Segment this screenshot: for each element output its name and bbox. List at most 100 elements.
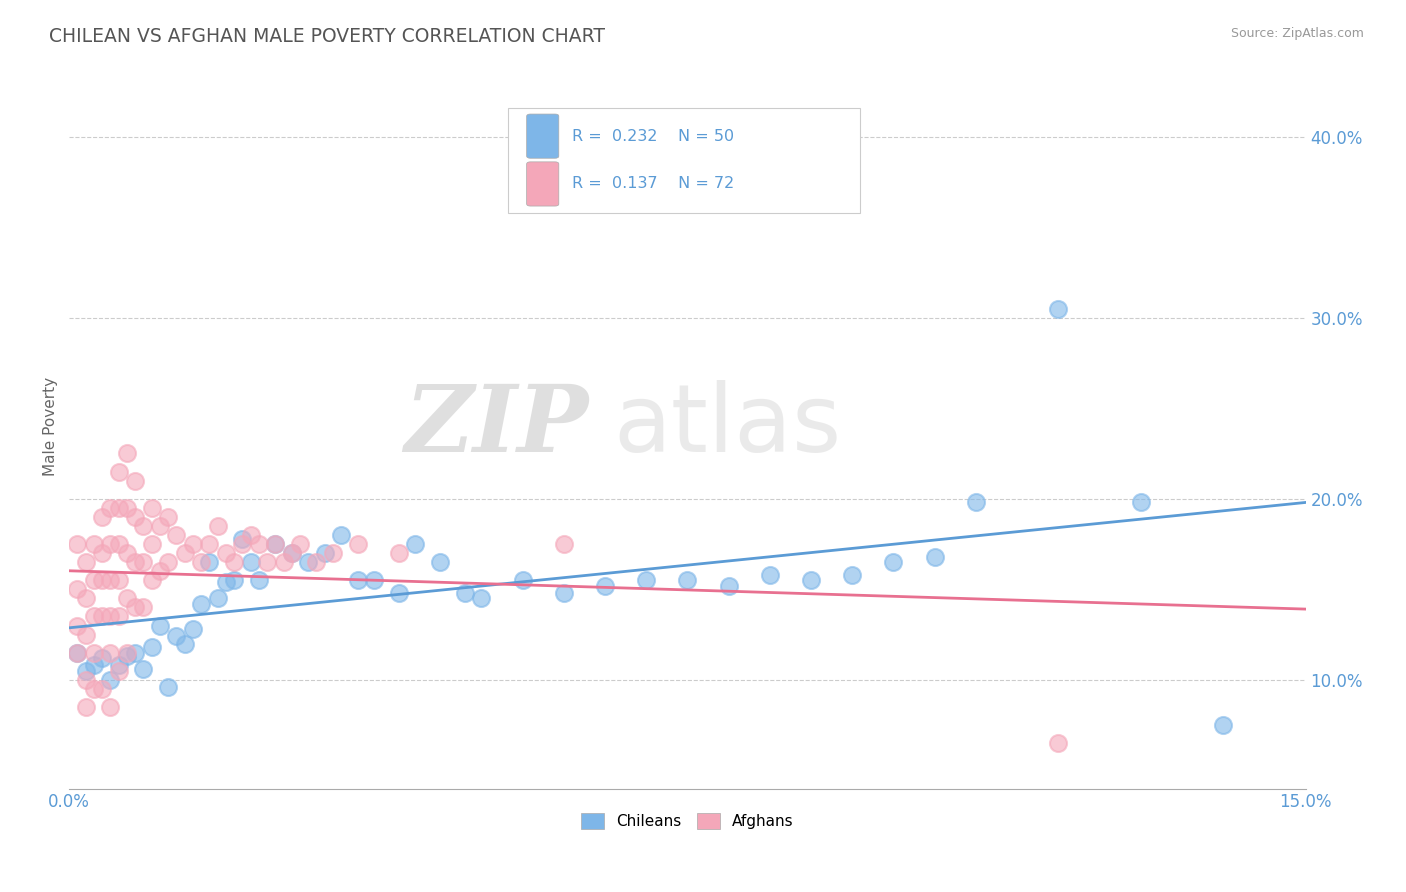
- Point: [100, 673, 122, 687]
- Point: [190, 555, 212, 569]
- Point: [100, 609, 122, 624]
- Point: [222, 555, 245, 569]
- Point: [124, 474, 146, 488]
- Point: [124, 509, 146, 524]
- Point: [91, 546, 114, 560]
- Point: [207, 591, 229, 606]
- FancyBboxPatch shape: [527, 114, 558, 158]
- Point: [91, 681, 114, 696]
- Point: [198, 537, 221, 551]
- Point: [198, 555, 221, 569]
- Point: [800, 573, 823, 587]
- Legend: Chileans, Afghans: Chileans, Afghans: [575, 807, 800, 835]
- Point: [231, 532, 253, 546]
- Point: [149, 564, 172, 578]
- Point: [181, 537, 204, 551]
- Point: [91, 573, 114, 587]
- Point: [141, 537, 163, 551]
- Point: [264, 537, 287, 551]
- Point: [75, 591, 97, 606]
- Point: [107, 500, 129, 515]
- Point: [100, 646, 122, 660]
- Point: [115, 546, 138, 560]
- Point: [215, 575, 238, 590]
- Point: [83, 573, 105, 587]
- Point: [157, 509, 180, 524]
- Point: [231, 537, 253, 551]
- Point: [141, 640, 163, 655]
- Point: [841, 567, 863, 582]
- Point: [115, 646, 138, 660]
- Point: [75, 673, 97, 687]
- Point: [124, 555, 146, 569]
- Point: [75, 664, 97, 678]
- Point: [281, 546, 304, 560]
- Point: [100, 537, 122, 551]
- FancyBboxPatch shape: [508, 108, 860, 212]
- Point: [75, 700, 97, 714]
- Point: [322, 546, 344, 560]
- Point: [132, 555, 155, 569]
- Point: [247, 573, 270, 587]
- Point: [429, 555, 451, 569]
- Point: [222, 573, 245, 587]
- Point: [91, 651, 114, 665]
- Point: [157, 680, 180, 694]
- Point: [346, 573, 368, 587]
- Point: [239, 555, 262, 569]
- Point: [132, 600, 155, 615]
- Point: [66, 582, 89, 597]
- Point: [239, 528, 262, 542]
- Point: [388, 586, 411, 600]
- Point: [305, 555, 328, 569]
- Point: [388, 546, 411, 560]
- Point: [83, 681, 105, 696]
- Point: [1047, 736, 1070, 750]
- Point: [1129, 495, 1152, 509]
- Text: Source: ZipAtlas.com: Source: ZipAtlas.com: [1230, 27, 1364, 40]
- Point: [759, 567, 782, 582]
- Point: [247, 537, 270, 551]
- Point: [273, 555, 295, 569]
- Point: [454, 586, 477, 600]
- Point: [83, 537, 105, 551]
- Text: R =  0.232    N = 50: R = 0.232 N = 50: [572, 128, 734, 144]
- Point: [141, 500, 163, 515]
- Point: [107, 609, 129, 624]
- Point: [173, 546, 195, 560]
- Point: [553, 537, 575, 551]
- Point: [330, 528, 353, 542]
- Point: [256, 555, 278, 569]
- Point: [512, 573, 534, 587]
- Point: [132, 662, 155, 676]
- Point: [173, 637, 195, 651]
- Point: [181, 622, 204, 636]
- Point: [636, 573, 658, 587]
- Point: [75, 555, 97, 569]
- Point: [149, 519, 172, 533]
- Y-axis label: Male Poverty: Male Poverty: [44, 376, 58, 475]
- Point: [124, 646, 146, 660]
- Point: [66, 618, 89, 632]
- Point: [297, 555, 319, 569]
- Point: [346, 537, 368, 551]
- FancyBboxPatch shape: [527, 161, 558, 206]
- Point: [66, 646, 89, 660]
- Point: [404, 537, 426, 551]
- Text: CHILEAN VS AFGHAN MALE POVERTY CORRELATION CHART: CHILEAN VS AFGHAN MALE POVERTY CORRELATI…: [49, 27, 605, 45]
- Point: [66, 537, 89, 551]
- Point: [132, 519, 155, 533]
- Point: [314, 546, 336, 560]
- Point: [107, 658, 129, 673]
- Point: [107, 537, 129, 551]
- Point: [83, 609, 105, 624]
- Point: [264, 537, 287, 551]
- Point: [165, 629, 187, 643]
- Point: [882, 555, 904, 569]
- Point: [107, 573, 129, 587]
- Point: [593, 579, 616, 593]
- Point: [100, 700, 122, 714]
- Point: [281, 546, 304, 560]
- Point: [207, 519, 229, 533]
- Point: [676, 573, 699, 587]
